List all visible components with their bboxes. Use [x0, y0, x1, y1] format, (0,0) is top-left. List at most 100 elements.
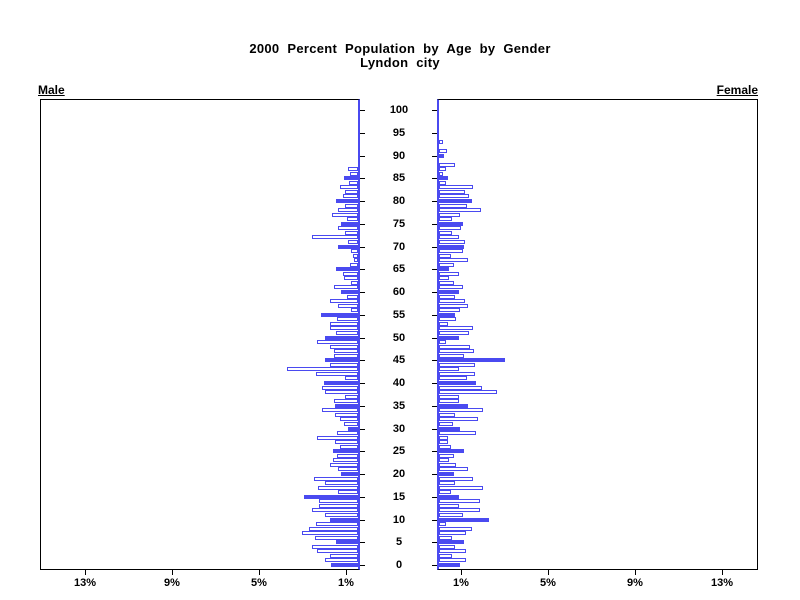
male-bar-age-70 [338, 244, 358, 249]
male-bar-age-25 [333, 449, 358, 454]
male-bar-age-64 [343, 271, 358, 276]
male-age-tick-75 [360, 223, 365, 225]
male-bar-age-35 [335, 403, 358, 408]
female-bar-age-68 [439, 253, 451, 258]
female-pct-tick-1% [461, 570, 462, 575]
female-bar-age-53 [439, 321, 448, 326]
age-tick-label-25: 25 [392, 445, 406, 458]
female-bar-age-63 [439, 276, 449, 281]
male-bar-age-80 [336, 199, 358, 203]
male-bar-age-75 [341, 221, 358, 226]
female-bar-age-3 [439, 549, 466, 554]
female-bar-age-85 [439, 176, 448, 181]
female-age-tick-70 [432, 246, 437, 248]
female-bar-age-57 [439, 303, 468, 308]
age-tick-label-40: 40 [392, 377, 406, 389]
male-bar-age-1 [325, 558, 358, 563]
male-bar-age-59 [347, 294, 358, 299]
female-bar-age-29 [439, 431, 476, 436]
male-age-tick-60 [360, 292, 365, 293]
male-pct-label-9%: 9% [164, 577, 180, 589]
male-bar-age-72 [312, 235, 358, 240]
male-bar-age-84 [349, 180, 358, 185]
female-bar-age-47 [439, 349, 474, 354]
male-age-tick-40 [360, 383, 365, 384]
male-panel-label: Male [38, 83, 65, 97]
male-bar-age-22 [330, 462, 358, 467]
male-age-tick-0 [360, 565, 365, 566]
female-bar-age-46 [439, 353, 464, 358]
female-bar-age-41 [439, 376, 467, 381]
male-age-tick-90 [360, 155, 365, 157]
male-bar-age-26 [340, 444, 358, 449]
female-bar-age-20 [439, 472, 454, 476]
age-tick-label-45: 45 [392, 354, 406, 367]
female-bar-age-15 [439, 494, 459, 499]
female-bar-age-73 [439, 230, 452, 235]
female-bar-age-26 [439, 444, 451, 449]
female-pct-label-13%: 13% [710, 577, 734, 589]
male-bar-age-41 [345, 376, 358, 381]
female-bar-age-79 [439, 203, 467, 208]
female-bar-age-61 [439, 285, 463, 290]
female-bar-age-40 [439, 381, 476, 385]
female-plot-panel [437, 99, 758, 570]
male-bar-age-3 [317, 549, 358, 554]
male-age-tick-45 [360, 360, 365, 362]
female-bar-age-87 [439, 167, 446, 172]
female-bar-age-43 [439, 367, 459, 372]
female-bar-age-8 [439, 526, 472, 531]
female-bar-age-54 [439, 317, 456, 322]
age-tick-label-30: 30 [392, 422, 406, 435]
female-bar-age-86 [439, 171, 443, 176]
female-bar-age-76 [439, 217, 452, 222]
male-bar-age-46 [334, 353, 358, 358]
male-bar-age-45 [325, 358, 358, 363]
age-tick-label-65: 65 [392, 263, 406, 276]
age-tick-label-85: 85 [392, 172, 406, 185]
female-pct-tick-9% [635, 570, 636, 575]
male-pct-tick-5% [259, 570, 260, 575]
female-bar-age-9 [439, 522, 446, 527]
female-age-tick-85 [432, 178, 437, 180]
female-age-tick-25 [432, 451, 437, 453]
male-bar-age-50 [325, 335, 358, 340]
male-bar-age-31 [344, 421, 358, 426]
male-bar-age-33 [335, 412, 358, 417]
female-bar-age-5 [439, 540, 464, 545]
female-bar-age-82 [439, 189, 465, 194]
male-age-tick-65 [360, 269, 365, 271]
female-bar-age-12 [439, 508, 480, 513]
female-bar-age-32 [439, 417, 478, 422]
female-bar-age-11 [439, 512, 463, 517]
female-bar-age-81 [439, 194, 469, 199]
female-age-tick-30 [432, 428, 437, 430]
female-age-tick-45 [432, 360, 437, 362]
male-bar-age-47 [334, 349, 358, 354]
male-bar-age-13 [319, 503, 358, 508]
female-bar-age-58 [439, 299, 465, 304]
male-bar-age-73 [345, 230, 358, 235]
female-bar-age-67 [439, 258, 468, 263]
male-bar-age-69 [351, 249, 358, 254]
female-bar-age-75 [439, 221, 463, 226]
age-tick-label-10: 10 [392, 513, 406, 526]
male-age-tick-15 [360, 496, 365, 498]
female-pct-label-5%: 5% [540, 577, 556, 589]
male-bar-age-74 [338, 226, 358, 231]
female-bar-age-70 [439, 244, 464, 249]
male-age-tick-10 [360, 519, 365, 521]
female-age-tick-5 [432, 542, 437, 544]
female-bar-age-31 [439, 421, 453, 426]
male-bar-age-0 [331, 563, 358, 567]
female-bar-age-50 [439, 335, 459, 340]
female-age-tick-95 [432, 132, 437, 134]
age-tick-label-35: 35 [392, 399, 406, 412]
female-bar-age-7 [439, 531, 466, 536]
age-tick-label-55: 55 [392, 308, 406, 321]
age-tick-label-95: 95 [392, 126, 406, 139]
male-bar-age-67 [354, 258, 358, 263]
male-bar-age-68 [353, 253, 358, 258]
male-bar-age-27 [335, 440, 358, 445]
male-bar-age-38 [325, 390, 358, 395]
